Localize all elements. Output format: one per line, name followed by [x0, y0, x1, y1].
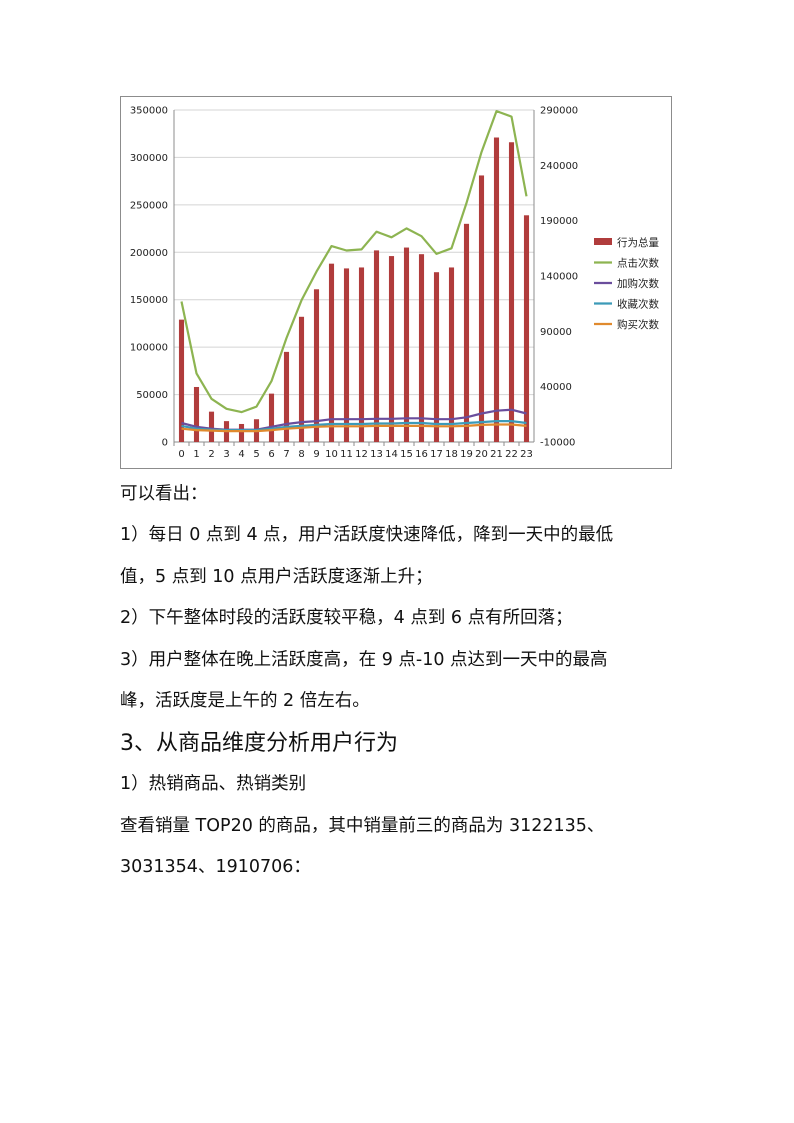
left-tick-label: 250000: [130, 200, 168, 211]
left-tick-label: 100000: [130, 343, 168, 354]
x-tick-label: 16: [415, 449, 428, 460]
legend-label-行为总量: 行为总量: [617, 236, 659, 249]
bar-行为总量-0: [178, 319, 185, 442]
right-tick-label: 40000: [540, 382, 572, 393]
x-tick-label: 7: [283, 449, 289, 460]
x-tick-label: 1: [193, 449, 199, 460]
right-tick-label: 240000: [540, 161, 578, 172]
legend-label-购买次数: 购买次数: [617, 318, 659, 331]
right-tick-label: 190000: [540, 216, 578, 227]
bar-行为总量-6: [268, 393, 275, 442]
paragraph-top20: 查看销量 TOP20 的商品，其中销量前三的商品为 3122135、: [120, 816, 605, 836]
x-tick-label: 20: [475, 449, 488, 460]
subsection-title: 1）热销商品、热销类别: [120, 774, 307, 794]
right-tick-label: 90000: [540, 327, 572, 338]
x-tick-label: 21: [490, 449, 503, 460]
x-tick-label: 17: [430, 449, 443, 460]
bar-行为总量-20: [478, 175, 485, 443]
left-tick-label: 300000: [130, 153, 168, 164]
x-tick-label: 14: [385, 449, 398, 460]
bar-行为总量-19: [463, 223, 470, 442]
x-tick-label: 3: [223, 449, 229, 460]
x-tick-label: 12: [355, 449, 368, 460]
x-tick-label: 11: [340, 449, 353, 460]
left-tick-label: 350000: [130, 106, 168, 117]
legend-label-收藏次数: 收藏次数: [617, 298, 659, 311]
line-购买次数: [181, 423, 527, 433]
x-tick-label: 13: [370, 449, 383, 460]
x-tick-label: 4: [238, 449, 244, 460]
bar-行为总量-7: [283, 351, 290, 442]
paragraph-point-2: 2）下午整体时段的活跃度较平稳，4 点到 6 点有所回落；: [120, 608, 573, 628]
bar-行为总量-9: [313, 289, 320, 442]
bar-行为总量-22: [508, 142, 515, 442]
right-tick-label: 290000: [540, 106, 578, 117]
bar-行为总量-14: [388, 256, 395, 442]
left-tick-label: 50000: [136, 390, 168, 401]
paragraph-point-1-cont: 值，5 点到 10 点用户活跃度逐渐上升；: [120, 567, 433, 587]
bar-行为总量-2: [208, 411, 215, 442]
left-tick-label: 200000: [130, 248, 168, 259]
x-tick-label: 10: [325, 449, 338, 460]
legend-label-点击次数: 点击次数: [617, 257, 659, 270]
paragraph-point-3-cont: 峰，活跃度是上午的 2 倍左右。: [120, 691, 370, 711]
bar-行为总量-1: [193, 386, 200, 442]
bar-行为总量-16: [418, 254, 425, 442]
bar-行为总量-12: [358, 267, 365, 442]
right-tick-label: -10000: [540, 438, 575, 449]
bar-行为总量-11: [343, 268, 350, 442]
legend-swatch-行为总量: [594, 238, 612, 245]
x-tick-label: 19: [460, 449, 473, 460]
bar-行为总量-17: [433, 272, 440, 442]
x-tick-label: 8: [298, 449, 304, 460]
x-tick-label: 22: [505, 449, 518, 460]
right-tick-label: 140000: [540, 272, 578, 283]
left-tick-label: 150000: [130, 295, 168, 306]
left-tick-label: 0: [162, 438, 168, 449]
x-tick-label: 0: [178, 449, 184, 460]
paragraph-point-1: 1）每日 0 点到 4 点，用户活跃度快速降低，降到一天中的最低: [120, 525, 614, 545]
x-tick-label: 5: [253, 449, 259, 460]
section-heading: 3、从商品维度分析用户行为: [120, 731, 398, 756]
legend-label-加购次数: 加购次数: [617, 277, 659, 290]
line-点击次数: [180, 110, 528, 414]
paragraph-point-3: 3）用户整体在晚上活跃度高，在 9 点-10 点达到一天中的最高: [120, 650, 608, 670]
bar-行为总量-4: [238, 423, 245, 442]
bar-行为总量-21: [493, 137, 500, 442]
paragraph-top3-ids: 3031354、1910706：: [120, 857, 311, 877]
x-tick-label: 15: [400, 449, 413, 460]
bar-行为总量-10: [328, 263, 335, 442]
bar-行为总量-15: [403, 247, 410, 442]
hourly-behavior-chart: 0 50000 100000 150000 200000 250000 300000 3500…: [130, 106, 660, 461]
x-tick-label: 2: [208, 449, 214, 460]
paragraph-intro: 可以看出：: [120, 484, 208, 504]
x-tick-label: 6: [268, 449, 274, 460]
bar-行为总量-23: [523, 215, 530, 442]
chart-frame: 0 50000 100000 150000 200000 250000 300000 3500…: [120, 96, 672, 469]
bar-行为总量-18: [448, 267, 455, 442]
bar-行为总量-13: [373, 250, 380, 442]
x-tick-label: 18: [445, 449, 458, 460]
x-tick-label: 23: [520, 449, 533, 460]
x-tick-label: 9: [313, 449, 319, 460]
bar-行为总量-8: [298, 316, 305, 442]
